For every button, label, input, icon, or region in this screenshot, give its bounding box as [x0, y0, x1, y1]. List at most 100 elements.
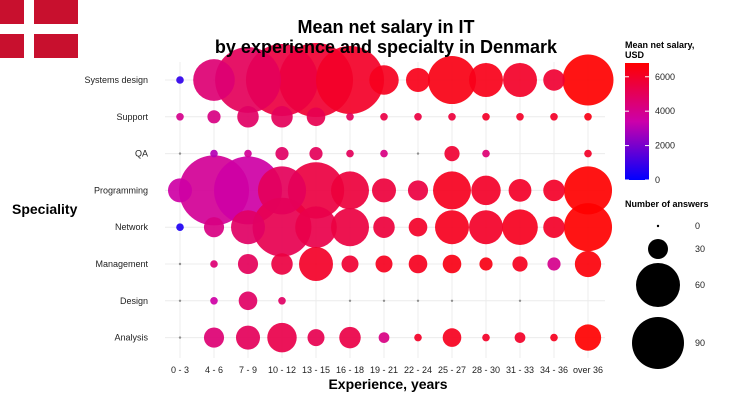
bubble-point [482, 149, 490, 158]
y-tick-label: Management [95, 259, 148, 269]
bubble-point [369, 65, 399, 95]
x-tick-label: 0 - 3 [171, 365, 189, 375]
bubble-point [563, 166, 613, 215]
x-tick-label: 28 - 30 [472, 365, 500, 375]
bubble-point [287, 162, 345, 219]
color-legend: 0 2000 4000 6000 [625, 63, 675, 185]
bubble-point [584, 113, 592, 121]
size-legend-label: 60 [695, 280, 705, 290]
bubble-point [479, 257, 493, 271]
x-tick-label: 31 - 33 [506, 365, 534, 375]
x-tick-label: over 36 [573, 365, 603, 375]
color-legend-label: 0 [655, 175, 660, 185]
x-tick-label: 25 - 27 [438, 365, 466, 375]
bubble-point [469, 63, 503, 97]
bubble-point [450, 299, 454, 302]
bubble-point [267, 322, 297, 353]
bubble-point [407, 180, 429, 201]
bubble-point [178, 262, 182, 266]
bubble-point [307, 329, 325, 347]
bubble-point [346, 149, 354, 158]
bubble-point [244, 149, 252, 158]
bubble-point [547, 257, 561, 271]
bubble-point [543, 179, 565, 202]
bubble-point [176, 113, 184, 121]
size-legend-circle [656, 224, 660, 228]
bubble-point [563, 203, 613, 252]
bubble-point [482, 333, 490, 342]
bubble-point [543, 69, 565, 91]
bubble-point [435, 210, 469, 245]
bubble-point [178, 152, 182, 155]
bubble-point [562, 54, 614, 106]
x-tick-label: 16 - 18 [336, 365, 364, 375]
bubble-point [231, 210, 265, 245]
bubble-point [574, 324, 602, 351]
x-tick-label: 19 - 21 [370, 365, 398, 375]
data-bubbles [167, 42, 614, 353]
size-legend-circle [632, 317, 684, 369]
bubble-point [427, 55, 477, 105]
bubble-point [278, 297, 286, 305]
bubble-point [508, 179, 532, 202]
x-tick-labels: 0 - 3 4 - 6 7 - 9 10 - 12 13 - 15 16 - 18 19 -… [171, 365, 603, 375]
bubble-point [237, 106, 259, 128]
bubble-point [375, 255, 393, 273]
bubble-point [252, 197, 312, 257]
bubble-point [382, 299, 386, 302]
bubble-point [414, 333, 422, 342]
bubble-point [471, 175, 501, 206]
bubble-point [176, 76, 184, 84]
y-tick-label: Support [116, 112, 148, 122]
y-tick-label: QA [135, 149, 148, 159]
bubble-point [442, 328, 462, 347]
color-legend-title: Mean net salary, USD [625, 40, 695, 60]
size-legend: 0 30 60 90 [632, 221, 705, 369]
bubble-point [203, 217, 225, 238]
x-tick-label: 34 - 36 [540, 365, 568, 375]
y-tick-label: Programming [94, 185, 148, 195]
bubble-point [518, 299, 522, 302]
y-tick-label: Design [120, 296, 148, 306]
bubble-point [371, 178, 397, 203]
size-legend-circle [648, 239, 668, 259]
bubble-point [448, 113, 456, 121]
bubble-point [416, 152, 420, 155]
bubble-point [295, 206, 337, 249]
x-axis-label: Experience, years [328, 376, 448, 392]
color-legend-label: 6000 [655, 72, 675, 82]
bubble-point [235, 325, 261, 350]
bubble-point [516, 113, 524, 121]
y-tick-label: Systems design [84, 75, 148, 85]
bubble-point [550, 113, 558, 121]
bubble-point [193, 59, 235, 101]
size-legend-title: Number of answers [625, 199, 709, 209]
bubble-point [178, 336, 182, 339]
bubble-point [414, 113, 422, 121]
bubble-point [348, 299, 352, 302]
bubble-point [309, 147, 323, 161]
bubble-point [257, 166, 307, 215]
chart-title-line1: Mean net salary in IT [297, 17, 475, 37]
bubble-point [550, 333, 558, 342]
bubble-point [275, 147, 289, 161]
bubble-point [339, 326, 361, 349]
bubble-point [416, 299, 420, 302]
bubble-point [203, 327, 225, 348]
bubble-point [378, 332, 390, 343]
y-tick-label: Network [115, 222, 149, 232]
bubble-point [210, 149, 218, 158]
bubble-point [444, 146, 460, 162]
bubble-point [482, 113, 490, 121]
color-legend-label: 2000 [655, 141, 675, 151]
bubble-point [341, 255, 359, 273]
size-legend-label: 90 [695, 338, 705, 348]
bubble-point [502, 209, 538, 246]
bubble-point [503, 63, 537, 97]
bubble-point [584, 149, 592, 158]
bubble-point [331, 171, 369, 210]
denmark-flag-icon [0, 0, 78, 58]
bubble-point [215, 47, 281, 113]
bubble-point [299, 247, 333, 281]
